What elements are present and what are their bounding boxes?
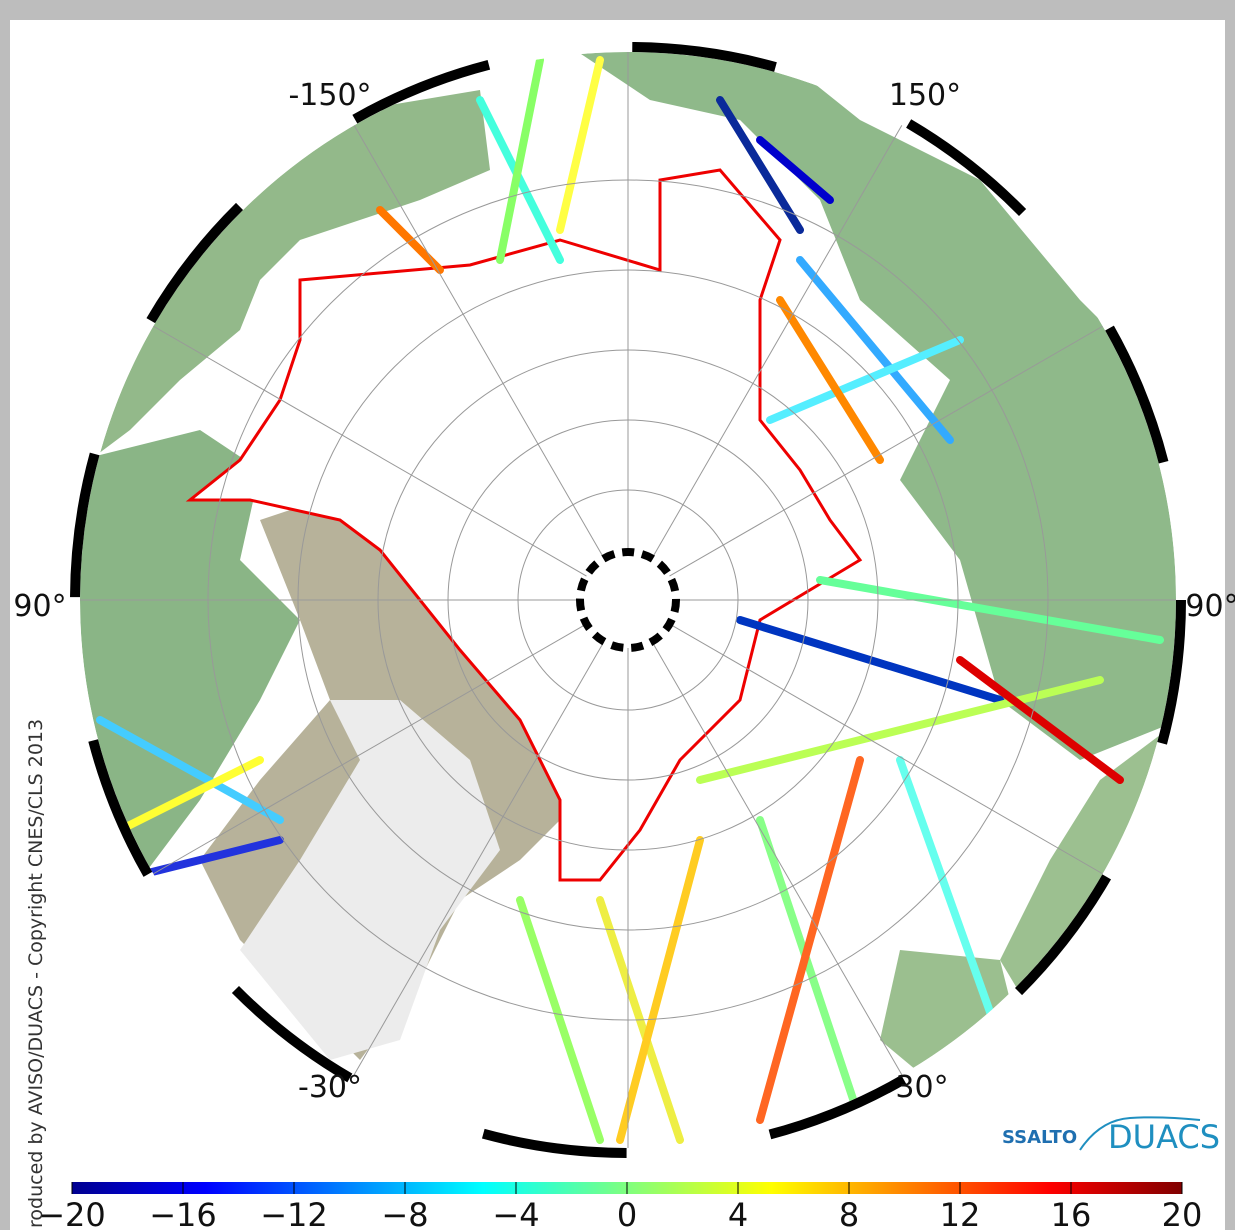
colorbar-tick-label: 0 [617,1196,637,1230]
lon-label: 90° [1185,589,1235,624]
logo-left: SSALTO [1002,1127,1077,1148]
pole-ring [580,552,676,648]
lon-label: -30° [298,1070,362,1105]
colorbar-tick-label: 8 [839,1196,859,1230]
colorbar-tick-label: −8 [381,1196,428,1230]
credit: roduced by AVISO/DUACS - Copyright CNES/… [25,719,47,1228]
colorbar-tick-label: −20 [38,1196,106,1230]
colorbar-tick-label: 4 [728,1196,748,1230]
colorbar-tick-label: 12 [940,1196,981,1230]
lon-label: 30° [895,1070,948,1105]
map-figure: -150° 150° 90° 90° -30° 30° roduced by A… [0,0,1235,1230]
colorbar-tick-label: −12 [260,1196,328,1230]
colorbar-tick-label: 20 [1162,1196,1203,1230]
logo-right: DUACS [1108,1118,1220,1156]
lon-label: 90° [13,589,66,624]
colorbar-tick-label: −16 [149,1196,217,1230]
colorbar-tick-label: −4 [492,1196,539,1230]
lon-label: -150° [288,78,371,113]
colorbar-tick-label: 16 [1051,1196,1092,1230]
lon-label: 150° [889,78,961,113]
